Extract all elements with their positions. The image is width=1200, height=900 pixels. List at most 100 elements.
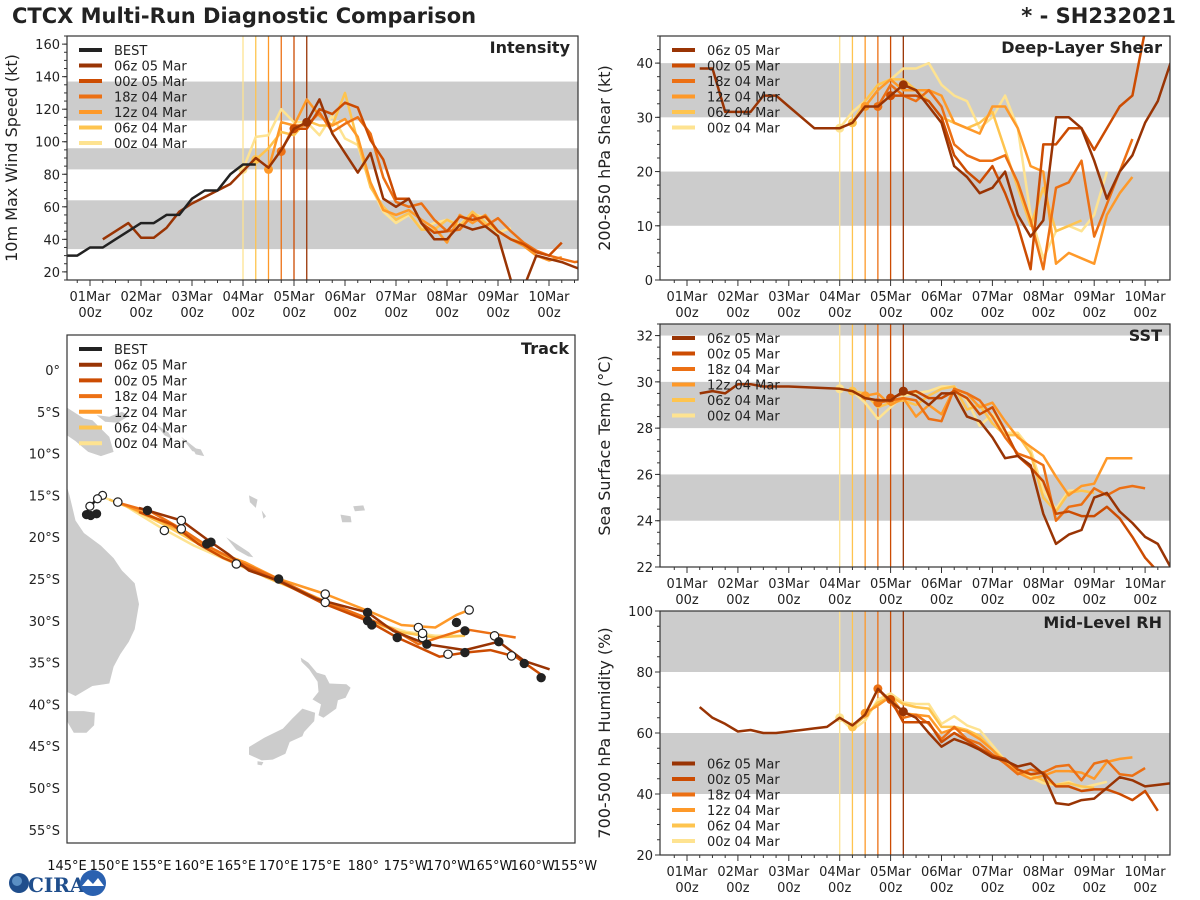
x-tick-label: 02Mar [120, 290, 162, 305]
legend-label: 18z 04 Mar [707, 789, 780, 804]
landmass-fiji-2 [353, 505, 365, 512]
series-group [699, 382, 1170, 567]
legend-label: 18z 04 Mar [114, 390, 187, 405]
y-axis-label: Sea Surface Temp (°C) [595, 355, 614, 535]
x-tick-label: 10Mar [528, 290, 570, 305]
x-tick-label: 05Mar [870, 865, 912, 880]
track-point [85, 501, 95, 511]
x-tick-label: 180° [348, 859, 379, 874]
track-point-filled [422, 639, 432, 649]
y-tick-label: 20°S [29, 531, 60, 546]
shaded-band [660, 474, 1170, 521]
series-line-06z-05-mar [698, 687, 1170, 806]
x-tick-label: 01Mar [69, 290, 111, 305]
y-tick-label: 30 [636, 111, 653, 126]
track-point-open [176, 515, 187, 526]
shaded-band [660, 324, 1170, 336]
y-axis-label: 200-850 hPa Shear (kt) [595, 65, 614, 251]
legend-label: 06z 05 Mar [114, 359, 187, 374]
x-tick-label: 00z [1133, 306, 1157, 321]
series-line-best [67, 163, 256, 257]
legend-label: 06z 05 Mar [114, 60, 187, 75]
x-tick-label: 00z [1032, 306, 1056, 321]
x-tick-label: 01Mar [666, 865, 708, 880]
x-tick-label: 01Mar [666, 577, 708, 592]
track-point [92, 509, 102, 519]
x-tick-label: 06Mar [921, 865, 963, 880]
y-tick-label: 32 [636, 330, 653, 345]
legend-label: 18z 04 Mar [707, 75, 780, 90]
page-title: CTCX Multi-Run Diagnostic Comparison [12, 4, 477, 28]
legend-label: BEST [114, 44, 147, 59]
y-tick-label: 24 [636, 515, 653, 530]
x-tick-label: 00z [981, 593, 1005, 608]
track-line-00z-05-mar [138, 510, 547, 679]
rh-chart: 2040608010001Mar00z02Mar00z03Mar00z04Mar… [595, 605, 1171, 896]
x-tick-label: 00z [1083, 306, 1107, 321]
init-marker [898, 80, 908, 90]
x-tick-label: 08Mar [1023, 577, 1065, 592]
land-masses [67, 407, 365, 766]
track-point-open [159, 525, 170, 536]
x-tick-label: 07Mar [972, 865, 1014, 880]
x-tick-label: 00z [930, 881, 954, 896]
legend-label: 06z 05 Mar [707, 44, 780, 59]
shaded-band [660, 611, 1170, 672]
track-point-filled [206, 537, 216, 547]
x-tick-label: 04Mar [819, 290, 861, 305]
x-tick-label: 145°E [47, 859, 87, 874]
track-point-open [506, 651, 517, 661]
x-tick-label: 08Mar [1023, 290, 1065, 305]
legend-label: 06z 04 Mar [707, 106, 780, 121]
shaded-band [67, 148, 578, 170]
track-point-filled [362, 616, 373, 626]
x-tick-label: 00z [675, 593, 699, 608]
x-tick-label: 00z [1083, 593, 1107, 608]
landmass-solomons-3 [192, 447, 205, 457]
landmass-solomons-1 [155, 424, 173, 440]
y-tick-label: 30 [636, 376, 653, 391]
y-tick-label: 40°S [29, 698, 60, 713]
x-tick-label: 00z [1133, 593, 1157, 608]
legend-label: 12z 04 Mar [707, 804, 780, 819]
x-tick-label: 00z [384, 306, 408, 321]
x-tick-label: 00z [879, 593, 903, 608]
y-tick-label: 5°S [37, 406, 60, 421]
y-tick-label: 28 [636, 422, 653, 437]
x-tick-label: 00z [675, 881, 699, 896]
landmass-australia [67, 457, 139, 696]
track-point-open [113, 497, 123, 507]
track-point-filled [460, 647, 470, 658]
x-tick-label: 00z [1032, 881, 1056, 896]
landmass-fiji-1 [340, 514, 352, 523]
legend-label: 00z 04 Mar [114, 437, 187, 452]
legend-label: 00z 05 Mar [707, 773, 780, 788]
y-tick-label: 26 [636, 468, 653, 483]
y-tick-label: 55°S [29, 824, 60, 839]
x-tick-label: 05Mar [273, 290, 315, 305]
landmass-png [67, 407, 114, 457]
track-point-filled [451, 617, 462, 628]
x-tick-label: 01Mar [666, 290, 708, 305]
legend-label: 00z 05 Mar [707, 348, 780, 363]
y-tick-label: 60 [636, 727, 653, 742]
x-tick-label: 00z [726, 881, 750, 896]
landmass-nz-south [249, 708, 316, 761]
x-tick-label: 00z [828, 881, 852, 896]
series-line-00z-05-mar [890, 36, 1146, 271]
landmass-new-britain [96, 411, 129, 423]
panel-title: Deep-Layer Shear [1001, 38, 1162, 57]
legend-label: 00z 05 Mar [114, 75, 187, 90]
y-axis-label: 10m Max Wind Speed (kt) [2, 54, 21, 262]
series-line-06z-05-mar [102, 98, 578, 280]
legend-label: 06z 04 Mar [114, 122, 187, 137]
storm-id-label: * - SH232021 [1021, 4, 1176, 28]
axes-frame [659, 323, 1171, 568]
x-tick-label: 00z [1032, 593, 1056, 608]
x-tick-label: 155°E [132, 859, 172, 874]
landmass-nz-north [300, 657, 351, 718]
track-point-filled [536, 672, 546, 683]
legend-label: 06z 04 Mar [114, 422, 187, 437]
x-tick-label: 02Mar [717, 865, 759, 880]
